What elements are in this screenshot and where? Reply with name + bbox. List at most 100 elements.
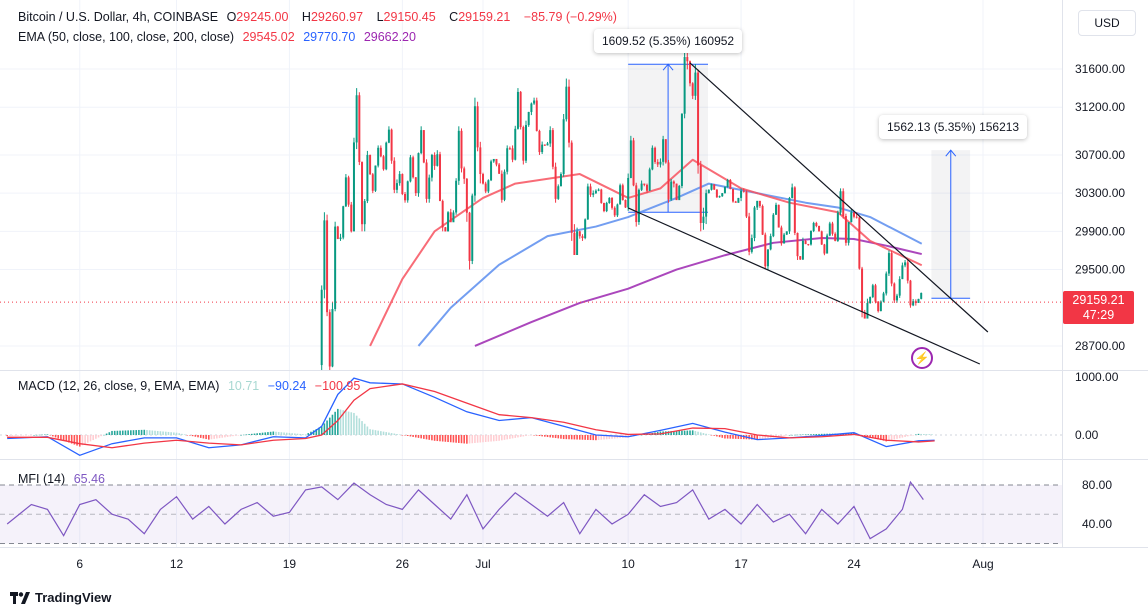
candle xyxy=(516,91,519,129)
macd-histogram-bar xyxy=(156,430,159,435)
candle xyxy=(742,190,745,192)
macd-histogram-bar xyxy=(159,431,162,435)
price-axis-label: 28700.00 xyxy=(1075,339,1125,353)
macd-histogram-bar xyxy=(251,433,253,435)
candle xyxy=(627,177,630,208)
candle xyxy=(385,142,388,170)
candle xyxy=(831,223,834,234)
candle xyxy=(492,158,495,162)
candle xyxy=(734,201,737,203)
candle xyxy=(371,174,374,191)
macd-histogram-bar xyxy=(38,434,41,436)
time-axis-label: 10 xyxy=(621,557,635,571)
candle xyxy=(654,147,657,162)
candle xyxy=(589,186,592,195)
candle xyxy=(686,57,689,62)
macd-pane[interactable] xyxy=(0,377,1062,457)
macd-histogram-bar xyxy=(882,435,885,441)
macd-histogram-bar xyxy=(49,435,51,436)
candle xyxy=(632,140,635,186)
candle xyxy=(503,171,506,200)
macd-histogram-bar xyxy=(173,432,175,435)
candle xyxy=(323,220,326,290)
candle xyxy=(914,301,917,303)
measure-label-1[interactable]: 1609.52 (5.35%) 160952 xyxy=(594,29,743,53)
candle xyxy=(740,190,743,198)
macd-histogram-bar xyxy=(54,435,57,438)
mfi-legend[interactable]: MFI (14) 65.46 xyxy=(18,472,110,486)
macd-histogram-bar xyxy=(398,434,401,436)
macd-histogram-bar xyxy=(597,435,600,440)
candle xyxy=(799,256,802,260)
macd-histogram-bar xyxy=(807,434,810,435)
time-axis-label: Jul xyxy=(475,557,490,571)
macd-histogram-bar xyxy=(525,435,527,436)
macd-histogram-bar xyxy=(140,429,143,435)
macd-histogram-bar xyxy=(318,427,320,435)
macd-histogram-bar xyxy=(100,435,103,437)
macd-histogram-bar xyxy=(275,431,277,435)
candle xyxy=(334,226,337,309)
macd-histogram-bar xyxy=(154,430,156,435)
candle xyxy=(444,227,447,232)
candle xyxy=(578,231,581,237)
macd-histogram-bar xyxy=(380,431,382,435)
macd-histogram-bar xyxy=(780,435,783,437)
candle xyxy=(546,143,549,146)
candle xyxy=(834,233,837,241)
close-value: 29159.21 xyxy=(458,10,511,24)
macd-histogram-bar xyxy=(272,431,275,435)
candle xyxy=(920,292,923,299)
macd-histogram-bar xyxy=(226,435,229,437)
macd-histogram-bar xyxy=(130,430,132,435)
macd-histogram-bar xyxy=(229,435,232,437)
ema-legend[interactable]: EMA (50, close, 100, close, 200, close) … xyxy=(18,30,421,44)
macd-histogram-bar xyxy=(915,434,917,435)
candle xyxy=(906,262,909,281)
candle xyxy=(764,234,767,267)
tradingview-logo[interactable]: TradingView xyxy=(10,590,111,605)
macd-histogram-bar xyxy=(815,434,818,435)
candle xyxy=(573,232,576,256)
candle xyxy=(691,83,694,96)
macd-histogram-bar xyxy=(928,434,931,435)
candle xyxy=(785,231,788,235)
macd-histogram-bar xyxy=(498,435,500,441)
candle xyxy=(487,180,490,192)
time-axis-label: 26 xyxy=(396,557,410,571)
macd-histogram-bar xyxy=(121,430,124,435)
price-pane[interactable] xyxy=(0,49,1062,375)
macd-histogram-bar xyxy=(240,435,242,436)
candle xyxy=(476,106,479,148)
open-label: O xyxy=(226,10,237,24)
macd-axis-label: 0.00 xyxy=(1075,428,1099,442)
mfi-pane[interactable] xyxy=(0,480,1062,544)
macd-histogram-bar xyxy=(791,434,793,436)
candle xyxy=(433,154,436,166)
macd-histogram-bar xyxy=(291,433,293,435)
high-value: 29260.97 xyxy=(310,10,364,24)
candle xyxy=(565,86,568,120)
macd-histogram-bar xyxy=(546,435,549,438)
measure-label-2[interactable]: 1562.13 (5.35%) 156213 xyxy=(879,115,1028,139)
macd-histogram-bar xyxy=(248,434,250,435)
candle xyxy=(710,184,713,190)
macd-histogram-bar xyxy=(307,433,310,435)
currency-button[interactable]: USD xyxy=(1078,10,1136,36)
macd-histogram-bar xyxy=(501,435,503,441)
macd-histogram-bar xyxy=(519,435,522,437)
lightning-icon[interactable]: ⚡ xyxy=(911,347,933,369)
macd-histogram-bar xyxy=(283,432,285,435)
macd-histogram-bar xyxy=(890,435,893,441)
symbol-title: Bitcoin / U.S. Dollar, 4h, COINBASE xyxy=(18,10,219,24)
candle xyxy=(393,160,396,190)
macd-histogram-bar xyxy=(84,435,86,444)
macd-legend[interactable]: MACD (12, 26, close, 9, EMA, EMA) 10.71 … xyxy=(18,379,365,393)
macd-histogram-bar xyxy=(277,432,280,435)
candle xyxy=(404,193,407,201)
candle xyxy=(382,156,385,170)
macd-histogram-bar xyxy=(535,435,538,436)
candle xyxy=(559,174,562,187)
candle xyxy=(861,268,864,313)
